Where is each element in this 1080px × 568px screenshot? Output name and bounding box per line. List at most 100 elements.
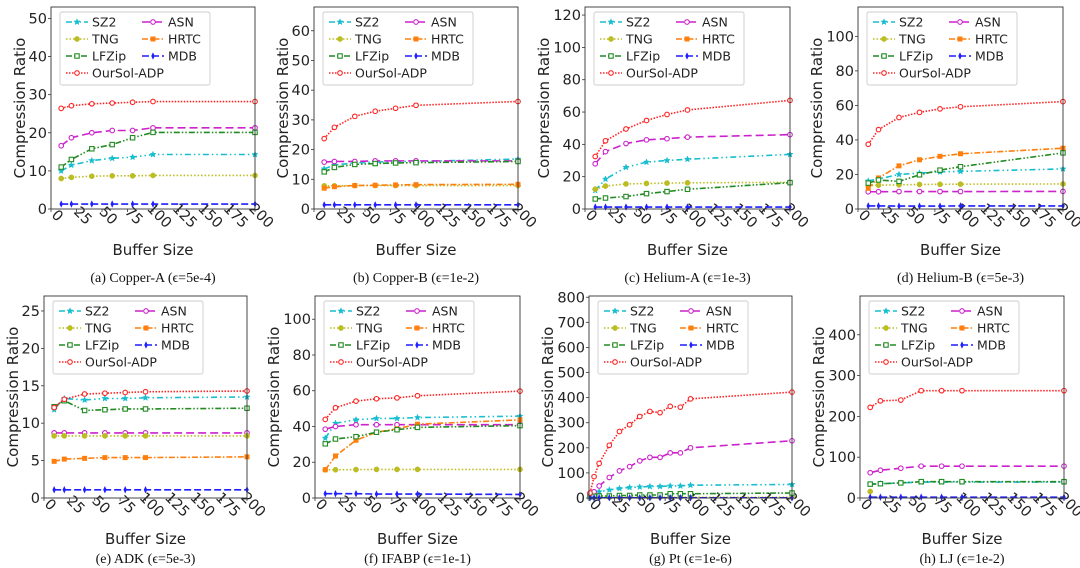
x-axis-label: Buffer Size [375,241,456,259]
data-point [917,157,922,163]
y-tick-label: 10 [292,172,310,188]
legend-swatch-marker [413,19,419,25]
y-tick-label: 100 [557,466,585,482]
series-hrtc [51,454,250,464]
data-point [596,460,603,467]
legend-entry-sz2: SZ2 [330,304,380,319]
legend-swatch-marker [67,359,73,365]
legend: SZ2 ASN TNG HRTC LFZip MDB OurSol-ADP [868,300,1020,375]
data-point [677,449,684,456]
x-tick-label: 100 [952,490,983,521]
series-lfzip [867,478,1067,487]
legend-box [59,11,211,86]
series-tng [322,466,523,473]
data-point [875,126,882,133]
data-point [373,429,380,435]
y-tick-label: 700 [557,315,585,331]
data-point [351,113,358,120]
data-point [896,188,902,195]
x-tick-label: 125 [978,490,1009,521]
axes-frame [859,295,1065,499]
x-axis-label: Buffer Size [377,530,458,548]
y-tick-label: 40 [293,419,311,435]
legend-swatch-marker [883,359,889,365]
series-oursol-adp [592,97,793,160]
legend-entry-asn: ASN [949,15,1001,30]
data-point [150,172,156,179]
data-point [353,466,359,473]
y-axis-label: Compression Ratio [265,327,283,468]
legend-label: OurSol-ADP [630,355,702,370]
x-tick-label: 0 [855,207,873,225]
legend-swatch-marker [608,70,614,76]
legend-swatch-marker [611,307,619,315]
x-tick-label: 200 [508,201,539,232]
legend-swatch-marker [688,308,694,314]
x-tick-label: 200 [510,490,541,521]
legend-box [866,11,1018,86]
data-point [101,394,109,402]
x-tick-label: 150 [457,201,488,232]
x-axis-label: Buffer Size [920,241,1001,259]
data-point [81,433,88,439]
series-lfzip [592,179,793,202]
legend-swatch-marker [689,341,693,349]
legend-swatch-marker [150,19,156,25]
data-point [592,160,599,167]
data-point [58,175,65,182]
data-point [129,172,136,179]
legend-label: OurSol-ADP [626,66,698,81]
data-point [69,200,74,208]
legend-label: SZ2 [630,304,654,319]
data-point [414,466,421,473]
series-asn [58,124,258,149]
subplot-caption: (a) Copper-A (ϵ=5e-4) [90,271,216,286]
legend-label: LFZip [901,338,935,353]
data-point [877,467,884,474]
legend-label: TNG [900,321,928,336]
subplot-caption: (h) LJ (ϵ=1e-2) [919,552,1004,567]
legend-label: OurSol-ADP [899,66,971,81]
legend-box [52,300,204,375]
data-point [150,129,156,136]
data-point [372,108,379,115]
subplot-caption: (b) Copper-B (ϵ=1e-2) [353,271,479,286]
x-axis-label: Buffer Size [105,530,186,548]
data-point [657,454,663,461]
legend-label: OurSol-ADP [356,355,428,370]
x-axis-label: Buffer Size [112,241,193,259]
legend-label: HRTC [161,321,194,336]
data-point [684,107,691,113]
legend-swatch-marker [414,52,418,60]
legend-entry-tng: TNG [604,321,657,336]
data-point [333,490,338,498]
data-point [353,433,359,440]
legend-entry-tng: TNG [330,321,383,336]
legend-label: MDB [977,338,1006,353]
y-tick-label: 30 [292,113,310,129]
series-mdb [323,490,522,499]
x-tick-label: 150 [194,201,225,232]
x-tick-label: 150 [1003,490,1034,521]
legend-swatch-marker [880,18,888,26]
data-point [59,200,63,208]
data-point [878,493,883,501]
legend-entry-lfzip: LFZip [873,49,933,64]
legend-swatch-marker [608,36,614,42]
data-point [122,433,129,439]
data-point [321,159,328,165]
data-point [877,398,884,404]
data-point [867,469,874,476]
legend-label: TNG [84,321,112,336]
y-tick-label: 600 [557,340,585,356]
y-tick-label: 25 [22,304,40,320]
y-tick-label: 20 [22,341,40,357]
data-point [109,172,116,179]
data-point [414,201,418,209]
legend-swatch-marker [415,341,419,349]
data-point [605,486,613,494]
data-point [414,424,421,431]
x-tick-label: 200 [245,201,276,232]
legend-swatch-marker [608,53,614,59]
data-point [121,394,129,402]
